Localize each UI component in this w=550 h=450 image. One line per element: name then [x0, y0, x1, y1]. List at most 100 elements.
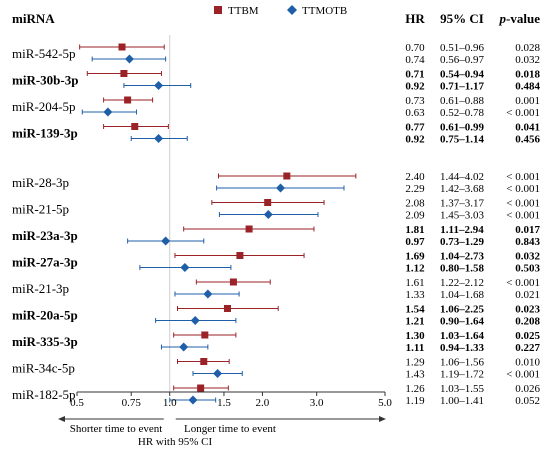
ttmotb-hr-point	[154, 81, 164, 90]
ttmotb-p-value: 0.032	[515, 54, 540, 66]
ttbm-ci-value: 1.03–1.64	[440, 330, 485, 342]
row-label: miR-28-3p	[12, 175, 69, 190]
ttmotb-p-value: < 0.001	[506, 183, 540, 195]
ttmotb-hr-point	[276, 183, 286, 193]
ttmotb-p-value: 0.503	[515, 263, 540, 275]
ttmotb-hr-value: 0.63	[405, 107, 425, 119]
column-headers: miRNA HR 95% CI p-value	[12, 11, 540, 26]
right-arrow-label: Longer time to event	[184, 423, 276, 435]
ttmotb-ci-value: 0.75–1.14	[440, 134, 485, 146]
legend-label-ttbm: TTBM	[228, 5, 259, 17]
ttmotb-hr-value: 0.74	[405, 54, 425, 66]
ttbm-hr-point	[283, 172, 291, 180]
ttbm-hr-value: 0.77	[405, 122, 425, 134]
row-mir-21-5p: miR-21-5p 2.08 1.37–3.17 < 0.001 2.09 1.45–3.…	[12, 198, 540, 222]
x-axis-label: HR with 95% CI	[138, 436, 213, 448]
ttbm-hr-point	[236, 252, 244, 259]
ttmotb-hr-point	[180, 263, 190, 272]
ttbm-hr-point	[245, 225, 253, 233]
ttbm-ci-value: 1.44–4.02	[440, 171, 484, 183]
x-tick-label: 1.5	[217, 397, 231, 409]
ttmotb-ci-value: 1.42–3.68	[440, 183, 485, 195]
ttbm-hr-value: 1.29	[405, 357, 425, 369]
ttmotb-hr-value: 0.92	[405, 81, 425, 93]
ttbm-p-value: 0.025	[515, 330, 540, 342]
ttbm-ci-value: 1.04–2.73	[440, 251, 485, 263]
rows: miR-542-5p 0.70 0.51–0.96 0.028 0.74 0.56–0.9…	[12, 42, 541, 407]
header-hr: HR	[405, 11, 425, 26]
header-p-value: p-value	[499, 11, 541, 26]
x-tick-label: 3.0	[310, 397, 324, 409]
ttbm-hr-value: 2.40	[405, 171, 425, 183]
ttmotb-p-value: 0.843	[515, 236, 540, 248]
ttmotb-hr-value: 1.11	[406, 342, 425, 354]
ttbm-ci-value: 1.11–2.94	[440, 224, 484, 236]
row-label: miR-139-3p	[12, 126, 78, 141]
ttbm-ci-value: 1.06–2.25	[440, 304, 485, 316]
header-mirna: miRNA	[12, 11, 55, 26]
ttbm-hr-point	[131, 123, 139, 130]
ttmotb-hr-point	[154, 134, 164, 143]
ttmotb-hr-point	[161, 236, 171, 246]
ttbm-p-value: 0.018	[515, 69, 540, 81]
legend-marker-ttmotb	[287, 5, 297, 15]
ttmotb-hr-point	[188, 395, 198, 405]
ttbm-hr-value: 0.70	[405, 42, 425, 54]
ttmotb-ci-value: 0.94–1.33	[440, 342, 485, 354]
ttmotb-ci-value: 1.04–1.68	[440, 289, 485, 301]
ttmotb-ci-value: 0.90–1.64	[440, 316, 485, 328]
row-mir-21-3p: miR-21-3p 1.61 1.22–2.12 < 0.001 1.33 1.04–1.…	[12, 277, 540, 301]
ttbm-hr-point	[118, 43, 126, 51]
ttmotb-ci-value: 0.52–0.78	[440, 107, 485, 119]
ttbm-hr-point	[223, 305, 231, 312]
row-mir-542-5p: miR-542-5p 0.70 0.51–0.96 0.028 0.74 0.56–0.9…	[12, 42, 541, 66]
ttmotb-hr-value: 0.97	[405, 236, 425, 248]
row-mir-30b-3p: miR-30b-3p 0.71 0.54–0.94 0.018 0.92 0.71–1.1…	[12, 69, 541, 93]
ttmotb-ci-value: 1.45–3.03	[440, 210, 485, 222]
ttbm-ci-value: 0.61–0.99	[440, 122, 485, 134]
x-tick-label: 0.5	[70, 397, 84, 409]
ttmotb-hr-point	[179, 342, 189, 352]
ttbm-hr-point	[200, 358, 208, 365]
ttbm-hr-value: 0.71	[405, 69, 424, 81]
row-label: miR-21-3p	[12, 281, 69, 296]
row-label: miR-335-3p	[12, 334, 78, 349]
ttmotb-ci-value: 0.56–0.97	[440, 54, 485, 66]
row-mir-204-5p: miR-204-5p 0.73 0.61–0.88 0.001 0.63 0.52–0.7…	[12, 95, 540, 119]
ttmotb-hr-point	[190, 316, 200, 325]
ttmotb-hr-point	[203, 289, 213, 299]
ttmotb-hr-value: 1.21	[405, 316, 424, 328]
ttmotb-hr-value: 1.33	[405, 289, 425, 301]
ttmotb-hr-value: 1.19	[405, 395, 425, 407]
ttmotb-p-value: 0.227	[515, 342, 540, 354]
ttbm-hr-value: 1.54	[405, 304, 425, 316]
ttmotb-hr-value: 0.92	[405, 134, 425, 146]
ttbm-ci-value: 0.54–0.94	[440, 69, 485, 81]
ttmotb-hr-value: 2.09	[405, 210, 425, 222]
row-mir-139-3p: miR-139-3p 0.77 0.61–0.99 0.041 0.92 0.75–1.1…	[12, 122, 541, 146]
row-label: miR-34c-5p	[12, 361, 75, 376]
left-arrow-label: Shorter time to event	[70, 423, 163, 435]
legend-marker-ttbm	[214, 6, 222, 14]
ttbm-p-value: < 0.001	[506, 198, 540, 210]
row-label: miR-542-5p	[12, 46, 76, 61]
row-label: miR-182-5p	[12, 387, 76, 402]
ttbm-hr-point	[197, 384, 205, 392]
ttmotb-p-value: < 0.001	[506, 369, 540, 381]
x-tick-label: 1.0	[163, 397, 177, 409]
ttmotb-ci-value: 1.00–1.41	[440, 395, 484, 407]
ttbm-hr-point	[201, 331, 209, 339]
x-tick-label: 0.75	[122, 397, 142, 409]
ttmotb-p-value: < 0.001	[506, 107, 540, 119]
ttbm-p-value: 0.041	[515, 122, 540, 134]
row-label: miR-27a-3p	[12, 255, 78, 270]
ttbm-hr-value: 1.69	[405, 251, 425, 263]
left-arrow-head	[58, 416, 65, 422]
ttmotb-hr-value: 1.43	[405, 369, 425, 381]
header-ci: 95% CI	[440, 11, 484, 26]
ttbm-ci-value: 1.03–1.55	[440, 383, 485, 395]
ttbm-ci-value: 1.06–1.56	[440, 357, 485, 369]
row-mir-335-3p: miR-335-3p 1.30 1.03–1.64 0.025 1.11 0.94–1.3…	[12, 330, 541, 354]
ttmotb-p-value: 0.052	[515, 395, 540, 407]
